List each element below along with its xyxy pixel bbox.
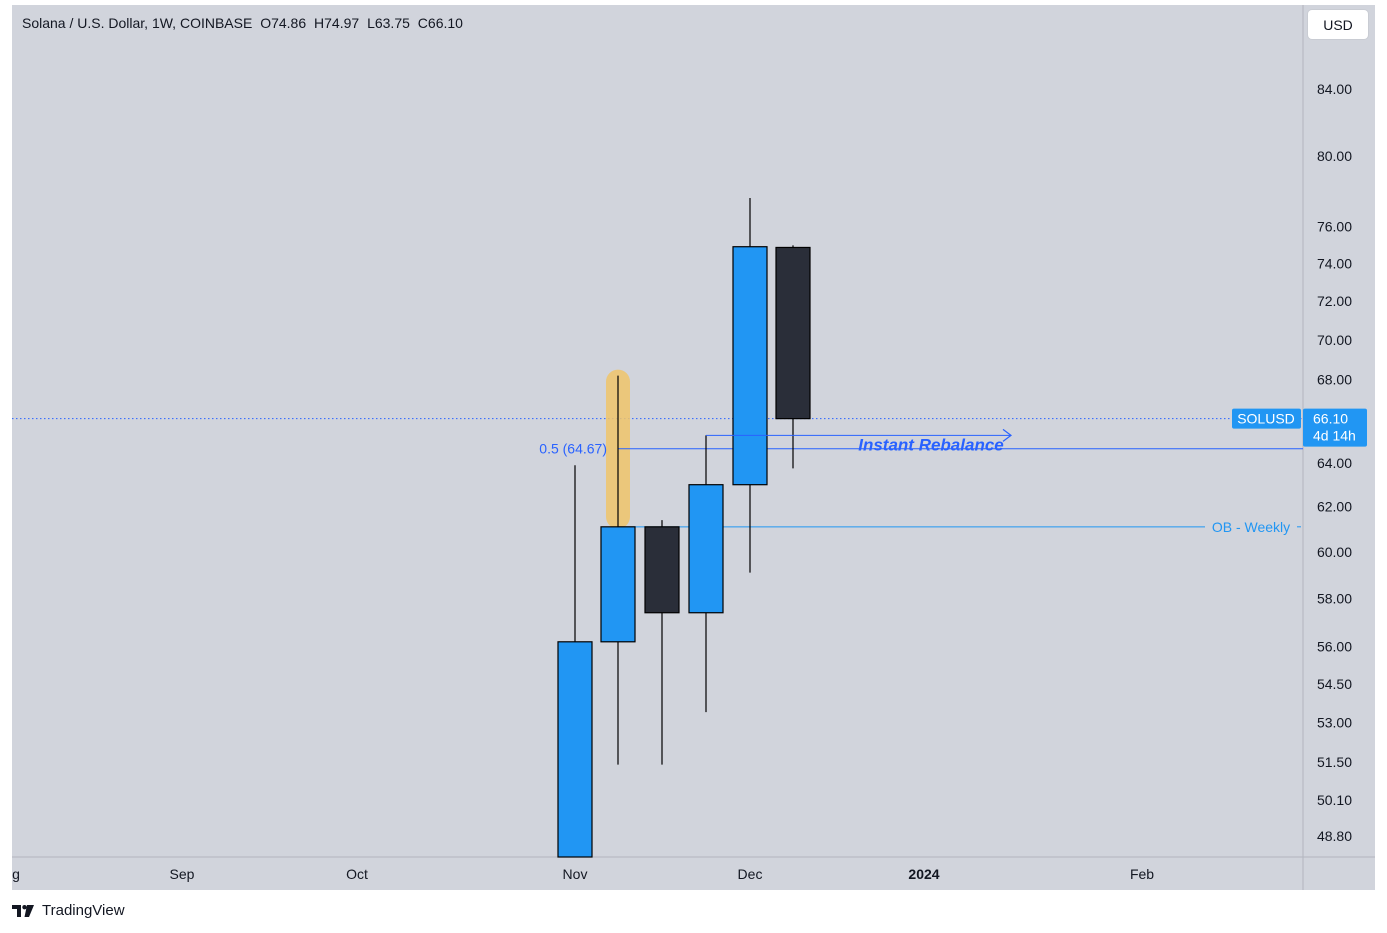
candle-body — [732, 246, 768, 486]
y-tick-label: 70.00 — [1317, 332, 1352, 348]
y-tick-label: 58.00 — [1317, 590, 1352, 606]
candle[interactable] — [600, 375, 636, 765]
x-tick-label: Nov — [563, 866, 588, 882]
x-tick-label: Sep — [170, 866, 195, 882]
y-tick-label: 74.00 — [1317, 255, 1352, 271]
y-tick-label: 50.10 — [1317, 792, 1352, 808]
close-value: C66.10 — [417, 15, 463, 31]
y-tick-label: 60.00 — [1317, 544, 1352, 560]
currency-button[interactable]: USD — [1308, 10, 1368, 39]
high-value: H74.97 — [314, 15, 360, 31]
candle-body — [600, 526, 636, 643]
price-tag — [1303, 408, 1367, 447]
open-value: O74.86 — [260, 15, 307, 31]
y-tick-label: 48.80 — [1317, 828, 1352, 844]
x-tick-label: Feb — [1130, 866, 1154, 882]
candle[interactable] — [557, 465, 593, 858]
y-tick-label: 62.00 — [1317, 499, 1352, 515]
chart-frame[interactable]: 84.00 80.00 76.00 74.00 72.00 70.00 68.00 64.00… — [12, 5, 1375, 890]
symbol-tag — [1232, 408, 1301, 429]
x-tick-label: Dec — [738, 866, 763, 882]
symbol-legend: Solana / U.S. Dollar, 1W, COINBASE O74.8… — [22, 15, 467, 31]
brand-label: TradingView — [42, 902, 125, 919]
y-tick-label: 54.50 — [1317, 676, 1352, 692]
y-tick-label: 53.00 — [1317, 714, 1352, 730]
candle[interactable] — [775, 245, 811, 469]
candle-body — [688, 484, 724, 614]
symbol-name[interactable]: Solana / U.S. Dollar, 1W, COINBASE — [22, 15, 253, 31]
candle[interactable] — [644, 520, 680, 765]
price-tag-value: 66.10 — [1313, 411, 1348, 427]
candle-body — [557, 641, 593, 858]
candle[interactable] — [732, 198, 768, 573]
tradingview-brand[interactable]: TradingView — [12, 902, 125, 919]
chart-plot[interactable]: 84.00 80.00 76.00 74.00 72.00 70.00 68.00 64.00… — [12, 5, 1375, 890]
price-tag-countdown: 4d 14h — [1313, 428, 1356, 444]
y-tick-label: 84.00 — [1317, 81, 1352, 97]
x-tick-label: Oct — [346, 866, 368, 882]
candle-body — [644, 526, 680, 614]
arrow-head-icon — [1002, 428, 1012, 442]
y-tick-label: 76.00 — [1317, 219, 1352, 235]
y-tick-label: 68.00 — [1317, 372, 1352, 388]
y-tick-label: 64.00 — [1317, 455, 1352, 471]
candle-body — [775, 246, 811, 420]
y-tick-label: 56.00 — [1317, 639, 1352, 655]
ob-weekly-label: OB - Weekly — [1212, 519, 1290, 535]
x-tick-label: g — [12, 866, 20, 882]
y-tick-label: 51.50 — [1317, 754, 1352, 770]
y-tick-label: 80.00 — [1317, 148, 1352, 164]
symbol-tag-label: SOLUSD — [1237, 411, 1295, 427]
candle[interactable] — [688, 435, 724, 713]
low-value: L63.75 — [367, 15, 410, 31]
x-tick-label: 2024 — [908, 866, 939, 882]
y-tick-label: 72.00 — [1317, 293, 1352, 309]
fib-label: 0.5 (64.67) — [539, 441, 607, 457]
rebalance-label: Instant Rebalance — [858, 436, 1004, 455]
tradingview-logo-icon — [12, 904, 34, 917]
